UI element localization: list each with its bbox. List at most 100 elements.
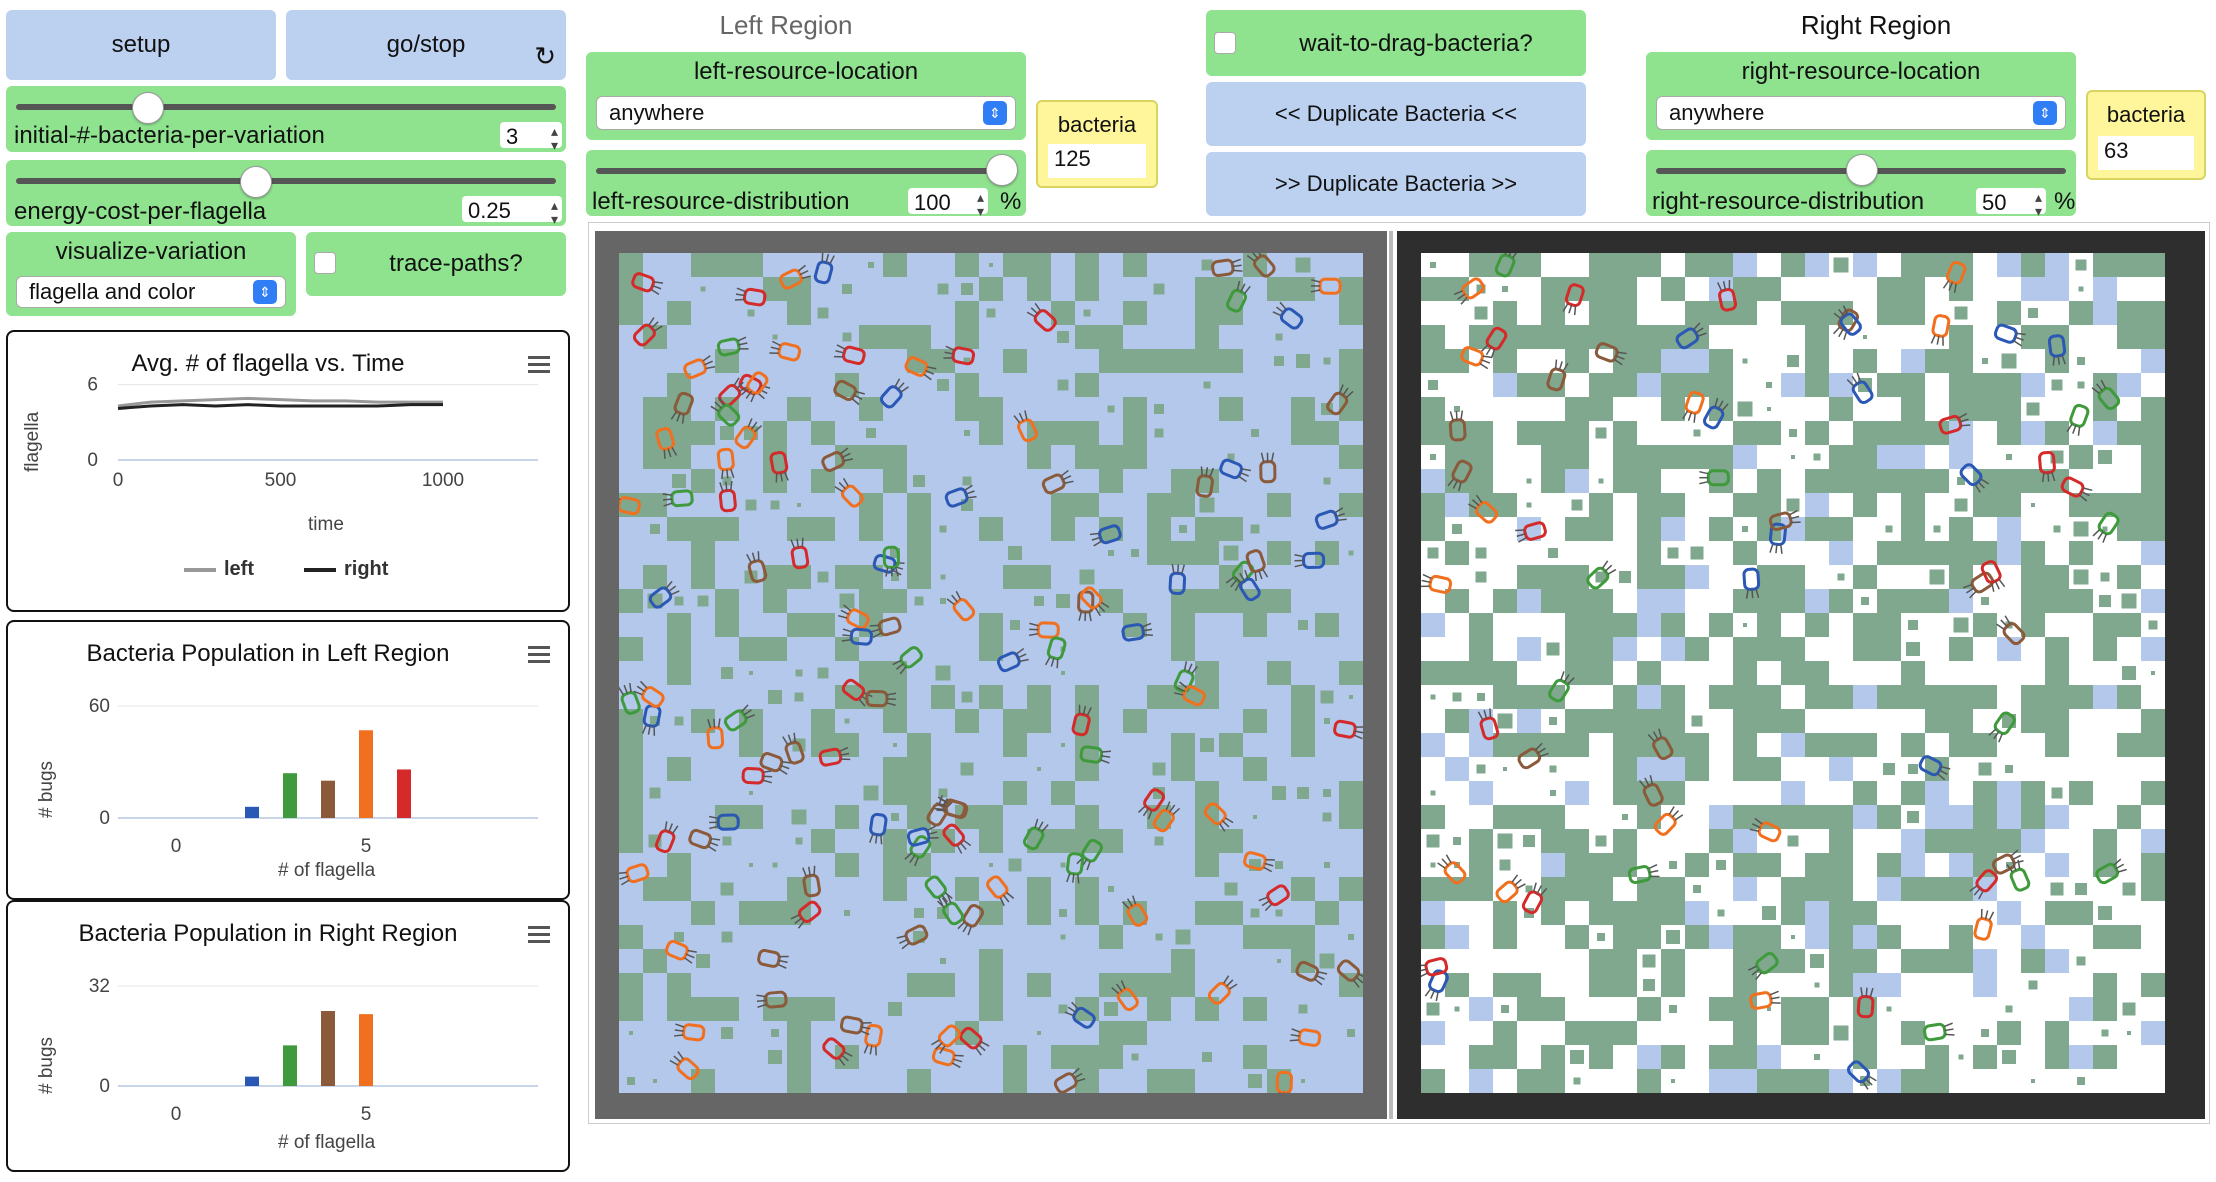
bacterium-body xyxy=(648,586,673,609)
flagellum xyxy=(1862,1081,1869,1090)
energy-cost-slider[interactable]: energy-cost-per-flagella 0.25 ▴ ▾ xyxy=(6,160,566,226)
bacterium-body xyxy=(821,451,846,472)
resource-patch xyxy=(1474,306,1488,320)
flagellum xyxy=(1291,1028,1301,1033)
resource-patch xyxy=(1008,546,1022,560)
right-distribution-field[interactable]: 50 ▴ ▾ xyxy=(1976,188,2046,218)
resource-patch xyxy=(1877,637,1901,661)
flagellum xyxy=(807,866,811,876)
resource-patch xyxy=(1757,277,1781,301)
resource-patch xyxy=(811,469,835,493)
stepper-icon[interactable]: ▴ ▾ xyxy=(976,189,984,219)
flagellum xyxy=(1755,588,1760,599)
duplicate-right-button[interactable]: >> Duplicate Bacteria >> xyxy=(1206,152,1586,216)
resource-patch xyxy=(2141,853,2165,877)
slider-thumb[interactable] xyxy=(986,154,1018,186)
resource-patch xyxy=(1549,717,1557,725)
flagellum xyxy=(1682,410,1689,420)
resource-patch xyxy=(1757,853,1781,877)
resource-patch xyxy=(1907,811,1919,823)
resource-patch xyxy=(721,931,733,943)
flagellum xyxy=(2079,494,2088,502)
slider-thumb[interactable] xyxy=(1846,154,1878,186)
flagellum xyxy=(1516,533,1526,537)
flagellum xyxy=(875,1046,877,1056)
stepper-icon[interactable]: ▴ ▾ xyxy=(2034,189,2042,219)
menu-icon[interactable] xyxy=(528,352,550,377)
left-region-world[interactable] xyxy=(619,253,1363,1093)
menu-icon[interactable] xyxy=(528,922,550,947)
bacterium-body xyxy=(746,371,769,395)
resource-patch xyxy=(1319,953,1335,969)
visualize-select[interactable]: flagella and color ⇕ xyxy=(16,276,286,308)
y-tick-label: 6 xyxy=(87,375,98,396)
flagellum xyxy=(673,1055,682,1063)
initial-bacteria-slider[interactable]: initial-#-bacteria-per-variation 3 ▴ ▾ xyxy=(6,86,566,152)
flagellum xyxy=(841,639,852,642)
bacterium-body xyxy=(1226,288,1248,313)
left-resource-distribution-slider[interactable]: left-resource-distribution 100 ▴ ▾ % xyxy=(586,150,1026,218)
flagellum xyxy=(1751,823,1761,829)
right-location-select[interactable]: anywhere ⇕ xyxy=(1656,96,2066,130)
go-stop-button[interactable]: go/stop ↻ xyxy=(286,10,566,80)
wait-to-drag-switch[interactable]: wait-to-drag-bacteria? xyxy=(1206,10,1586,76)
wait-to-drag-checkbox[interactable] xyxy=(1214,32,1236,54)
depleted-patch xyxy=(1469,997,1493,1021)
slider-thumb[interactable] xyxy=(132,92,164,124)
trace-paths-switch[interactable]: trace-paths? xyxy=(306,232,566,296)
bacterium xyxy=(1295,960,1328,986)
flagellum xyxy=(672,825,679,834)
left-resource-location-chooser[interactable]: left-resource-location anywhere ⇕ xyxy=(586,52,1026,140)
setup-button[interactable]: setup xyxy=(6,10,276,80)
resource-patch xyxy=(643,493,667,517)
resource-patch xyxy=(907,733,931,757)
resource-patch xyxy=(883,325,907,349)
world-view[interactable] xyxy=(588,222,2210,1124)
stepper-icon[interactable]: ▴ ▾ xyxy=(550,197,558,227)
initial-value-field[interactable]: 3 ▴ ▾ xyxy=(500,122,562,152)
left-location-select[interactable]: anywhere ⇕ xyxy=(596,96,1016,130)
flagellum xyxy=(897,382,905,390)
flagellum xyxy=(901,942,910,950)
flagellum xyxy=(620,879,630,886)
resource-patch xyxy=(1250,524,1260,534)
flagellum xyxy=(1078,704,1081,714)
resource-patch xyxy=(1762,906,1776,920)
flagellum xyxy=(900,386,909,393)
resource-patch xyxy=(1901,877,1925,901)
resource-patch xyxy=(2093,1045,2117,1069)
flagellum xyxy=(793,732,796,743)
resource-patch xyxy=(1637,325,1661,349)
duplicate-left-button[interactable]: << Duplicate Bacteria << xyxy=(1206,82,1586,146)
flagellum xyxy=(762,779,773,784)
depleted-patch xyxy=(1877,877,1901,901)
bacterium xyxy=(1918,755,1951,781)
resource-patch xyxy=(1829,949,1853,973)
resource-patch xyxy=(979,805,1003,829)
flagellum xyxy=(945,345,955,351)
trace-paths-checkbox[interactable] xyxy=(314,252,336,274)
resource-patch xyxy=(2069,301,2093,325)
right-region-world[interactable] xyxy=(1421,253,2165,1093)
right-resource-location-chooser[interactable]: right-resource-location anywhere ⇕ xyxy=(1646,52,2076,140)
resource-patch xyxy=(986,308,996,318)
flagellum xyxy=(1457,293,1466,300)
right-resource-distribution-slider[interactable]: right-resource-distribution 50 ▴ ▾ % xyxy=(1646,150,2076,218)
resource-patch xyxy=(1767,1007,1771,1011)
resource-patch xyxy=(1805,997,1829,1021)
flagellum xyxy=(619,875,629,880)
resource-patch xyxy=(1427,547,1439,559)
resource-patch xyxy=(1008,858,1022,872)
resource-patch xyxy=(931,349,955,373)
slider-thumb[interactable] xyxy=(240,166,272,198)
resource-patch xyxy=(979,685,1003,709)
flagellum xyxy=(1490,348,1496,359)
resource-patch xyxy=(1469,661,1493,685)
stepper-icon[interactable]: ▴ ▾ xyxy=(550,123,558,153)
resource-patch xyxy=(1075,421,1099,445)
bacterium xyxy=(1314,507,1347,530)
left-distribution-field[interactable]: 100 ▴ ▾ xyxy=(908,188,988,218)
energy-value-field[interactable]: 0.25 ▴ ▾ xyxy=(462,196,562,226)
menu-icon[interactable] xyxy=(528,642,550,667)
visualize-variation-chooser[interactable]: visualize-variation flagella and color ⇕ xyxy=(6,232,296,316)
